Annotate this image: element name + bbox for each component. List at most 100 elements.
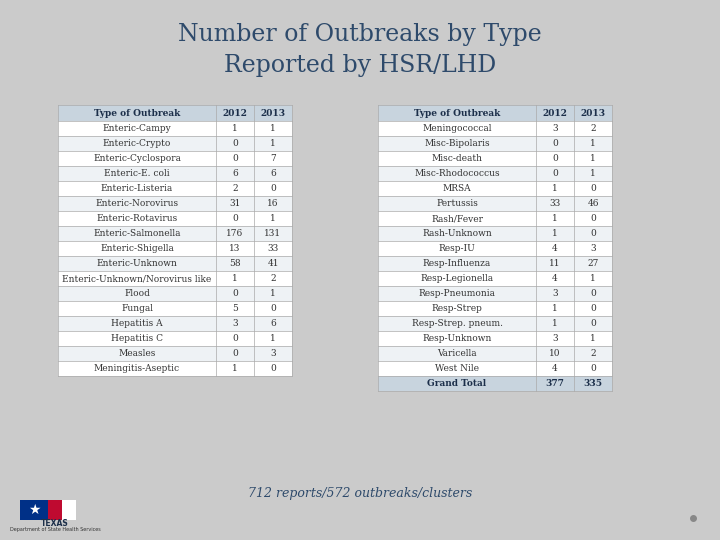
Bar <box>58 241 292 256</box>
Text: Enteric-Shigella: Enteric-Shigella <box>100 244 174 253</box>
Text: Number of Outbreaks by Type
Reported by HSR/LHD: Number of Outbreaks by Type Reported by … <box>178 23 542 77</box>
Text: 1: 1 <box>552 304 558 313</box>
Bar <box>378 346 612 361</box>
Text: 1: 1 <box>232 364 238 373</box>
Text: 6: 6 <box>232 169 238 178</box>
Bar <box>58 181 292 196</box>
Text: 176: 176 <box>226 229 243 238</box>
Text: Rash-Unknown: Rash-Unknown <box>422 229 492 238</box>
Text: 2: 2 <box>590 349 596 358</box>
Bar <box>58 256 292 271</box>
Text: Misc-Rhodococcus: Misc-Rhodococcus <box>414 169 500 178</box>
Text: 0: 0 <box>590 214 596 223</box>
Bar <box>58 286 292 301</box>
Text: 4: 4 <box>552 274 558 283</box>
Text: Meningitis-Aseptic: Meningitis-Aseptic <box>94 364 180 373</box>
Text: 1: 1 <box>590 139 596 148</box>
Bar <box>378 181 612 196</box>
Text: 5: 5 <box>232 304 238 313</box>
Text: Enteric-Crypto: Enteric-Crypto <box>103 139 171 148</box>
Text: Enteric-Cyclospora: Enteric-Cyclospora <box>93 154 181 163</box>
Text: Enteric-Unknown: Enteric-Unknown <box>96 259 177 268</box>
Text: 0: 0 <box>270 184 276 193</box>
Text: 0: 0 <box>270 304 276 313</box>
Text: 3: 3 <box>552 124 558 133</box>
Text: 3: 3 <box>552 334 558 343</box>
Bar <box>58 331 292 346</box>
Text: 1: 1 <box>552 319 558 328</box>
Text: 0: 0 <box>590 364 596 373</box>
Text: Resp-Influenza: Resp-Influenza <box>423 259 491 268</box>
Text: Pertussis: Pertussis <box>436 199 478 208</box>
Bar <box>58 226 292 241</box>
Text: Grand Total: Grand Total <box>428 379 487 388</box>
Text: 0: 0 <box>590 184 596 193</box>
Bar <box>58 166 292 181</box>
Text: 1: 1 <box>270 214 276 223</box>
Bar <box>58 301 292 316</box>
Text: 1: 1 <box>270 139 276 148</box>
Text: 1: 1 <box>270 334 276 343</box>
Text: Enteric-Listeria: Enteric-Listeria <box>101 184 173 193</box>
Text: 46: 46 <box>588 199 599 208</box>
Bar <box>378 316 612 331</box>
Text: 0: 0 <box>232 349 238 358</box>
Bar <box>378 211 612 226</box>
Bar <box>378 301 612 316</box>
Text: 0: 0 <box>590 319 596 328</box>
Text: 7: 7 <box>270 154 276 163</box>
Text: 0: 0 <box>232 289 238 298</box>
Text: 4: 4 <box>552 364 558 373</box>
Text: 3: 3 <box>232 319 238 328</box>
Text: Resp-Strep: Resp-Strep <box>431 304 482 313</box>
Bar <box>58 105 292 121</box>
Text: 0: 0 <box>270 364 276 373</box>
Bar <box>378 166 612 181</box>
Text: 377: 377 <box>546 379 564 388</box>
Text: 2: 2 <box>270 274 276 283</box>
Text: 2013: 2013 <box>580 109 606 118</box>
Text: 0: 0 <box>590 229 596 238</box>
Bar <box>58 361 292 376</box>
Text: MRSA: MRSA <box>443 184 472 193</box>
Text: 0: 0 <box>590 304 596 313</box>
Text: 0: 0 <box>552 154 558 163</box>
Text: Resp-Pneumonia: Resp-Pneumonia <box>418 289 495 298</box>
Text: TEXAS: TEXAS <box>41 519 69 529</box>
Text: Varicella: Varicella <box>437 349 477 358</box>
Text: Enteric-Norovirus: Enteric-Norovirus <box>96 199 179 208</box>
Text: 2012: 2012 <box>542 109 567 118</box>
Text: West Nile: West Nile <box>435 364 479 373</box>
Text: Department of State Health Services: Department of State Health Services <box>9 528 100 532</box>
Text: Hepatitis A: Hepatitis A <box>111 319 163 328</box>
Text: 13: 13 <box>229 244 240 253</box>
Text: 0: 0 <box>552 139 558 148</box>
Text: 33: 33 <box>267 244 279 253</box>
Bar <box>378 136 612 151</box>
Text: Enteric-E. coli: Enteric-E. coli <box>104 169 170 178</box>
Text: Misc-death: Misc-death <box>431 154 482 163</box>
Text: Type of Outbreak: Type of Outbreak <box>94 109 180 118</box>
Bar <box>58 121 292 136</box>
Bar <box>378 151 612 166</box>
Text: 1: 1 <box>232 124 238 133</box>
Text: 2012: 2012 <box>222 109 248 118</box>
Text: Meningococcal: Meningococcal <box>422 124 492 133</box>
Bar <box>378 121 612 136</box>
Bar <box>378 361 612 376</box>
Text: 41: 41 <box>267 259 279 268</box>
Bar <box>58 211 292 226</box>
Bar <box>58 316 292 331</box>
Text: 0: 0 <box>232 139 238 148</box>
Text: 2013: 2013 <box>261 109 286 118</box>
Text: 3: 3 <box>590 244 596 253</box>
Text: 0: 0 <box>232 334 238 343</box>
Bar <box>378 241 612 256</box>
Text: Resp-IU: Resp-IU <box>438 244 475 253</box>
Text: 1: 1 <box>590 169 596 178</box>
Text: Misc-Bipolaris: Misc-Bipolaris <box>424 139 490 148</box>
Text: Resp-Legionella: Resp-Legionella <box>420 274 494 283</box>
Text: 27: 27 <box>588 259 599 268</box>
Text: Resp-Strep. pneum.: Resp-Strep. pneum. <box>412 319 503 328</box>
Text: 2: 2 <box>232 184 238 193</box>
